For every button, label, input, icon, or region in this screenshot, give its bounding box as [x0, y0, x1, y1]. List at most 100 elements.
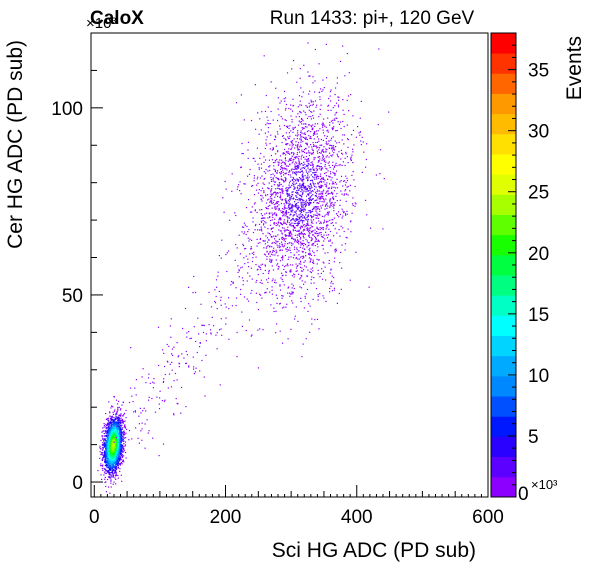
heatmap-cell	[112, 456, 114, 458]
heatmap-cell	[295, 211, 297, 213]
heatmap-cell	[111, 427, 113, 430]
heatmap-cell	[311, 210, 314, 212]
heatmap-cell	[110, 434, 112, 437]
heatmap-cell	[301, 175, 303, 177]
heatmap-cell	[281, 224, 283, 226]
heatmap-cell	[104, 476, 106, 478]
heatmap-cell	[115, 430, 117, 432]
heatmap-cell	[337, 156, 339, 158]
heatmap-cell	[318, 140, 320, 142]
heatmap-cell	[315, 240, 317, 242]
heatmap-cell	[104, 481, 106, 484]
heatmap-cell	[294, 147, 296, 149]
heatmap-cell	[117, 444, 119, 446]
heatmap-cell	[296, 222, 299, 224]
heatmap-cell	[347, 194, 349, 196]
heatmap-cell	[285, 119, 287, 122]
heatmap-cell	[314, 185, 316, 187]
heatmap-cell	[322, 244, 324, 246]
heatmap-cell	[323, 234, 325, 236]
heatmap-cell	[296, 179, 298, 181]
heatmap-cell	[302, 184, 304, 186]
heatmap-cell	[284, 148, 286, 151]
heatmap-cell	[342, 45, 344, 47]
heatmap-cell	[266, 116, 268, 118]
heatmap-cell	[327, 162, 329, 164]
heatmap-cell	[112, 461, 114, 463]
heatmap-cell	[111, 418, 113, 420]
heatmap-cell	[320, 151, 323, 153]
heatmap-cell	[320, 231, 322, 234]
heatmap-cell	[297, 149, 299, 151]
heatmap-cell	[109, 464, 111, 466]
heatmap-cell	[297, 180, 299, 182]
heatmap-cell	[287, 174, 290, 176]
heatmap-cell	[120, 437, 122, 439]
heatmap-cell	[302, 91, 304, 93]
heatmap-cell	[267, 106, 269, 108]
heatmap-cell	[317, 246, 319, 248]
heatmap-cell	[120, 428, 122, 430]
heatmap-cell	[290, 157, 292, 159]
heatmap-cell	[115, 441, 117, 443]
heatmap-cell	[290, 232, 292, 234]
heatmap-cell	[238, 234, 240, 236]
heatmap-cell	[121, 450, 123, 453]
heatmap-cell	[117, 417, 119, 419]
heatmap-cell	[113, 434, 115, 436]
heatmap-cell	[307, 220, 309, 223]
heatmap-cell	[297, 113, 299, 115]
heatmap-cell	[291, 234, 293, 236]
heatmap-cell	[300, 131, 302, 134]
heatmap-cell	[242, 245, 245, 247]
heatmap-cell	[352, 129, 355, 131]
heatmap-cell	[287, 165, 289, 167]
heatmap-cell	[102, 449, 104, 451]
heatmap-cell	[113, 445, 115, 447]
heatmap-cell	[290, 220, 292, 222]
heatmap-cell	[304, 260, 306, 262]
heatmap-cell	[295, 144, 297, 146]
heatmap-cell	[101, 468, 103, 470]
heatmap-cell	[311, 148, 313, 150]
heatmap-cell	[331, 290, 333, 292]
heatmap-cell	[287, 338, 289, 340]
heatmap-cell	[320, 175, 322, 177]
heatmap-cell	[334, 187, 337, 189]
heatmap-cell	[280, 166, 282, 168]
heatmap-cell	[301, 208, 303, 210]
heatmap-cell	[104, 441, 106, 443]
heatmap-cell	[311, 276, 313, 278]
heatmap-cell	[121, 419, 123, 421]
heatmap-cell	[308, 124, 311, 126]
heatmap-cell	[330, 202, 332, 204]
heatmap-cell	[121, 404, 123, 406]
heatmap-cell	[116, 438, 118, 440]
heatmap-cell	[330, 222, 332, 224]
heatmap-cell	[329, 291, 331, 293]
heatmap-cell	[114, 449, 116, 451]
heatmap-cell	[268, 182, 270, 184]
heatmap-cell	[294, 238, 296, 240]
heatmap-cell	[296, 172, 298, 174]
heatmap-cell	[336, 129, 338, 132]
heatmap-cell	[308, 199, 310, 202]
heatmap-cell	[321, 159, 323, 161]
heatmap-cell	[284, 109, 287, 111]
heatmap-cell	[260, 294, 262, 296]
heatmap-cell	[312, 243, 314, 245]
heatmap-cell	[295, 171, 297, 173]
heatmap-cell	[327, 109, 329, 111]
heatmap-cell	[300, 242, 302, 244]
heatmap-cell	[298, 254, 300, 256]
heatmap-cell	[327, 220, 329, 222]
heatmap-cell	[113, 425, 115, 427]
heatmap-cell	[346, 177, 348, 179]
heatmap-cell	[270, 174, 272, 176]
heatmap-cell	[120, 414, 122, 416]
heatmap-cell	[107, 452, 110, 454]
heatmap-cell	[302, 127, 304, 129]
heatmap-cell	[288, 127, 290, 129]
heatmap-cell	[109, 465, 111, 468]
heatmap-cell	[288, 201, 290, 203]
